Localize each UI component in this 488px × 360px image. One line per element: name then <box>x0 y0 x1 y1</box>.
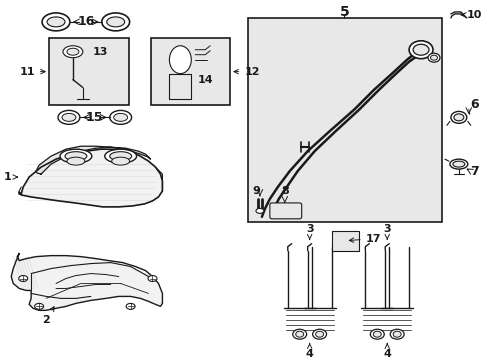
Bar <box>150 38 230 105</box>
Text: 8: 8 <box>280 186 288 196</box>
Ellipse shape <box>450 111 466 123</box>
Text: 14: 14 <box>197 75 213 85</box>
Polygon shape <box>11 254 162 310</box>
Ellipse shape <box>104 149 136 163</box>
Ellipse shape <box>63 46 82 58</box>
Ellipse shape <box>42 13 70 31</box>
Ellipse shape <box>47 17 65 27</box>
Ellipse shape <box>67 48 79 55</box>
Ellipse shape <box>389 329 403 339</box>
Polygon shape <box>19 149 162 207</box>
Text: 15: 15 <box>86 111 103 124</box>
Ellipse shape <box>35 303 43 309</box>
Text: 17: 17 <box>348 234 380 244</box>
Ellipse shape <box>111 157 129 165</box>
Ellipse shape <box>427 53 439 62</box>
Ellipse shape <box>392 331 400 337</box>
Text: 1: 1 <box>3 172 18 182</box>
Text: 7: 7 <box>469 165 478 177</box>
Ellipse shape <box>60 149 92 163</box>
Text: 5: 5 <box>339 5 348 19</box>
Text: 12: 12 <box>233 67 259 77</box>
Ellipse shape <box>106 17 124 27</box>
Text: 11: 11 <box>20 67 45 77</box>
Text: 3: 3 <box>383 224 390 239</box>
Text: 13: 13 <box>93 47 108 57</box>
Ellipse shape <box>19 275 28 282</box>
Ellipse shape <box>58 111 80 124</box>
Text: 3: 3 <box>305 224 313 239</box>
Ellipse shape <box>408 41 432 59</box>
Ellipse shape <box>429 55 437 60</box>
Ellipse shape <box>312 329 326 339</box>
Bar <box>331 231 359 251</box>
Ellipse shape <box>67 157 85 165</box>
Ellipse shape <box>449 159 467 169</box>
Ellipse shape <box>315 331 323 337</box>
Ellipse shape <box>412 44 428 55</box>
Ellipse shape <box>109 111 131 124</box>
Text: 6: 6 <box>469 98 478 111</box>
Ellipse shape <box>102 13 129 31</box>
Ellipse shape <box>369 329 384 339</box>
Bar <box>49 38 128 105</box>
Ellipse shape <box>452 161 464 167</box>
Ellipse shape <box>62 113 76 121</box>
Text: 2: 2 <box>42 307 54 325</box>
Text: 16: 16 <box>77 15 94 28</box>
Text: 4: 4 <box>383 343 390 359</box>
Ellipse shape <box>372 331 381 337</box>
Ellipse shape <box>65 152 87 161</box>
Text: 9: 9 <box>251 186 259 196</box>
Bar <box>247 18 441 222</box>
Ellipse shape <box>292 329 306 339</box>
Ellipse shape <box>126 303 135 309</box>
Ellipse shape <box>114 113 127 121</box>
Polygon shape <box>36 146 150 174</box>
Ellipse shape <box>255 208 264 213</box>
Text: 10: 10 <box>460 10 482 20</box>
Ellipse shape <box>109 152 131 161</box>
FancyBboxPatch shape <box>269 203 301 219</box>
Ellipse shape <box>169 46 191 73</box>
Ellipse shape <box>453 114 463 121</box>
Ellipse shape <box>295 331 303 337</box>
Text: 4: 4 <box>305 343 313 359</box>
Ellipse shape <box>148 275 157 282</box>
